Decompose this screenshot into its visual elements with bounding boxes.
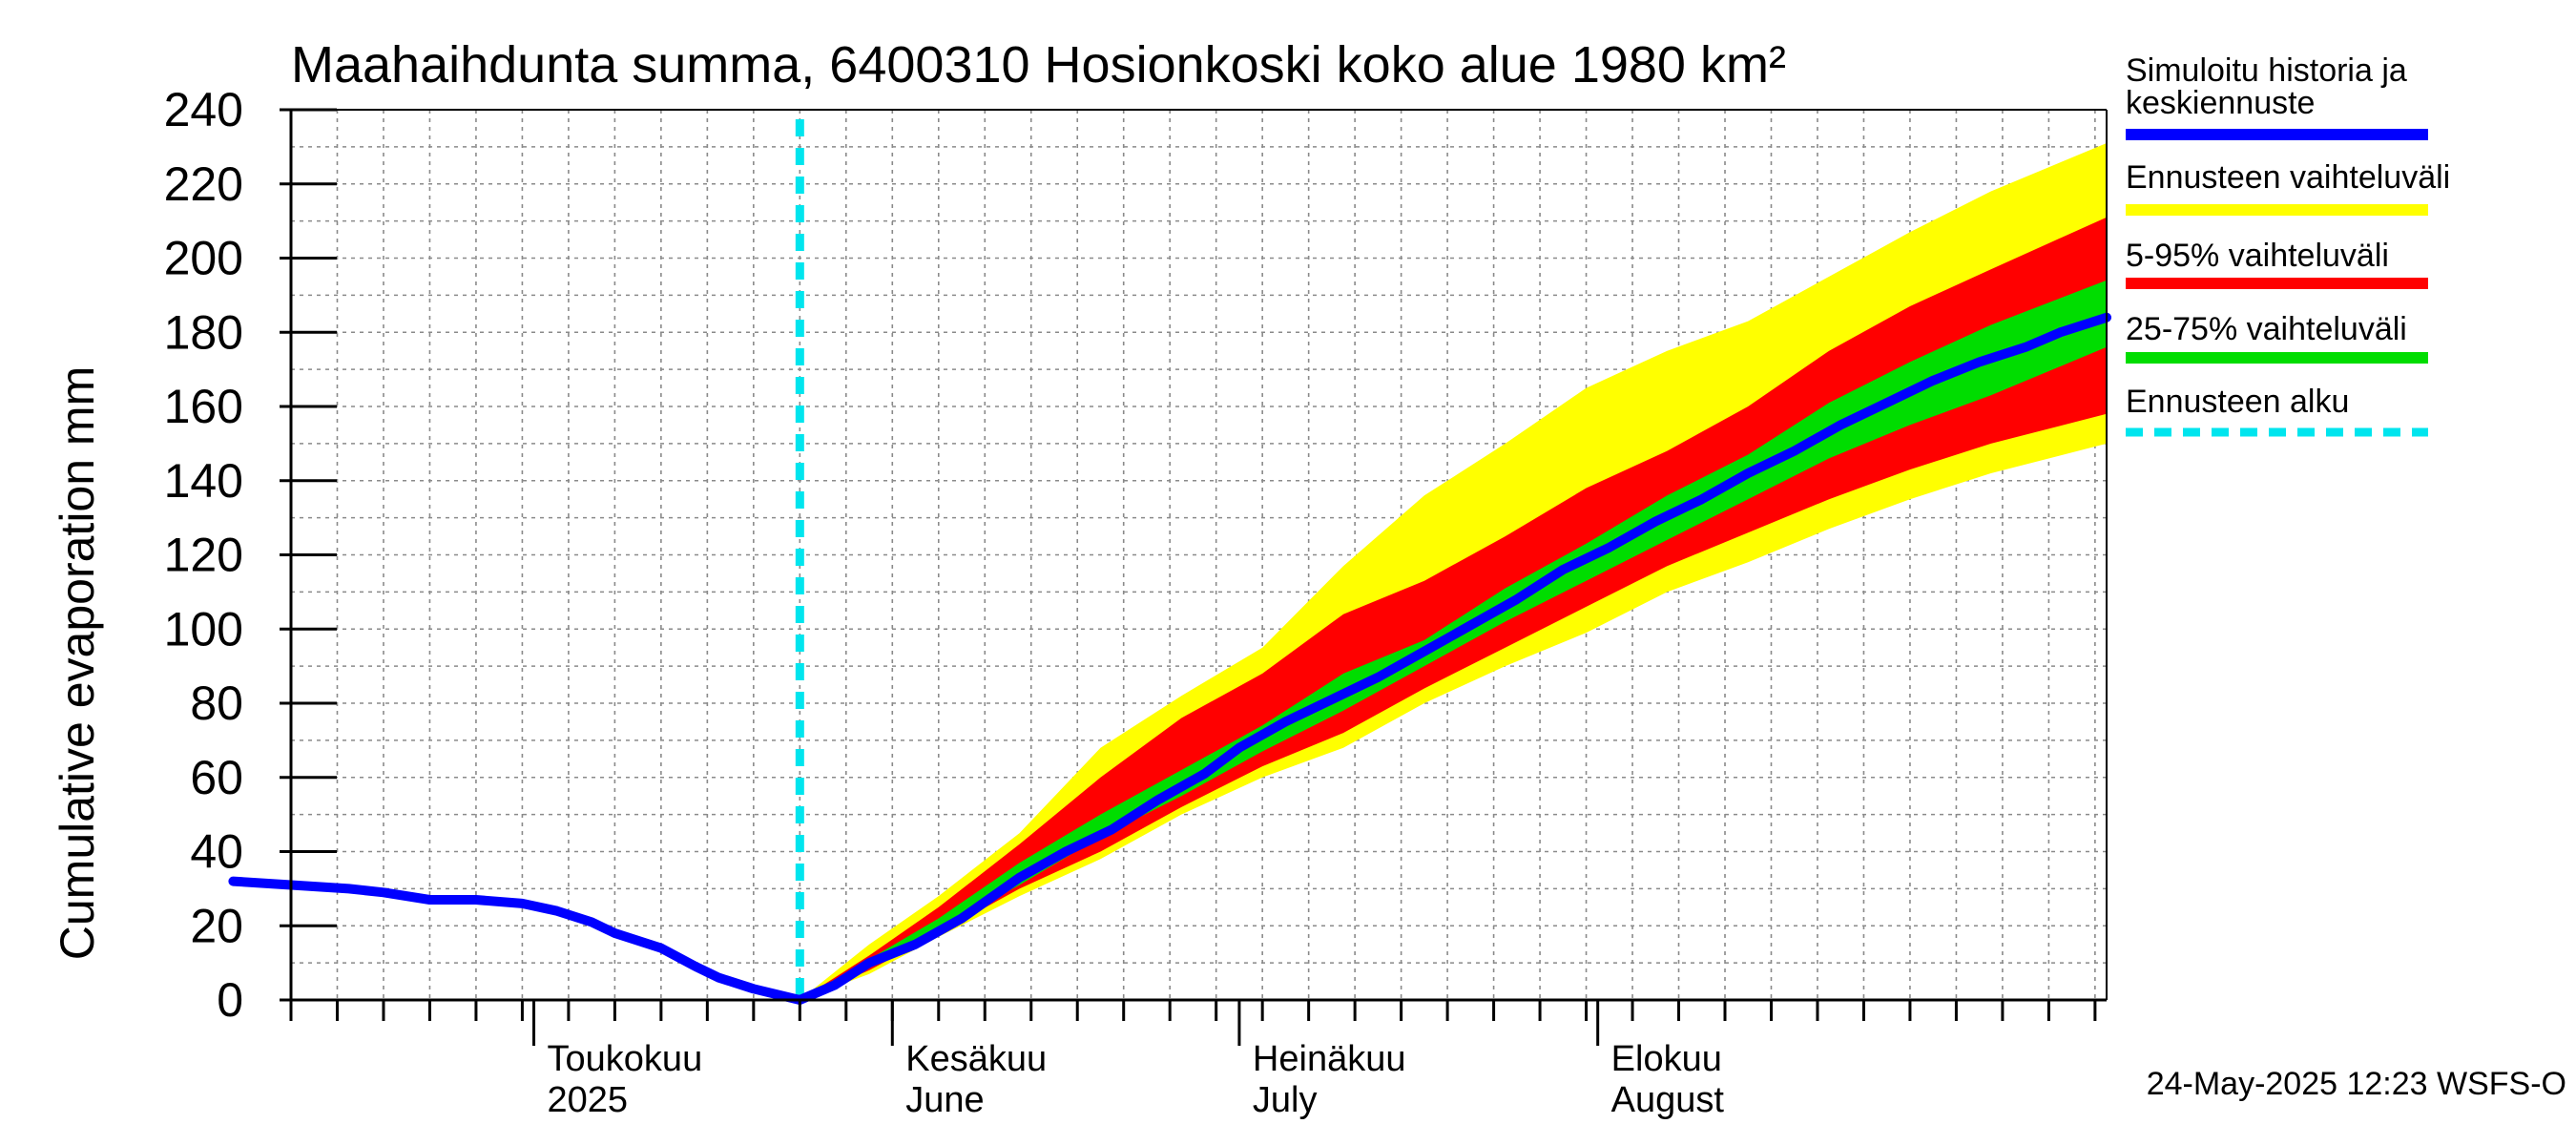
x-month-sublabel: 2025 bbox=[548, 1080, 629, 1120]
x-month-label: Elokuu bbox=[1611, 1039, 1722, 1079]
forecast-bands bbox=[800, 143, 2107, 1000]
series-lines bbox=[228, 119, 2111, 1005]
legend-label-history-line2: keskiennuste bbox=[2126, 85, 2315, 121]
legend: Simuloitu historia ja keskiennuste Ennus… bbox=[2126, 52, 2450, 437]
legend-label-5-95: 5-95% vaihteluväli bbox=[2126, 238, 2389, 274]
series-line-median bbox=[228, 312, 2111, 1005]
footer-timestamp: 24-May-2025 12:23 WSFS-O bbox=[2147, 1066, 2566, 1102]
y-tick-label: 140 bbox=[164, 454, 243, 508]
x-month-sublabel: August bbox=[1611, 1080, 1725, 1120]
grid bbox=[290, 109, 2107, 1001]
y-tick-label: 0 bbox=[217, 973, 243, 1027]
y-tick-label: 20 bbox=[190, 899, 243, 952]
y-tick-label: 80 bbox=[190, 677, 243, 730]
x-month-label: Toukokuu bbox=[548, 1039, 703, 1079]
chart-title: Maahaihdunta summa, 6400310 Hosionkoski … bbox=[291, 36, 1786, 94]
x-month-label: Kesäkuu bbox=[905, 1039, 1047, 1079]
axes: 0 20 40 60 80 100 120 140 160 180 200 220 240 Toukoku… bbox=[164, 83, 2108, 1120]
x-month-sublabel: July bbox=[1253, 1080, 1318, 1120]
y-axis-label: Cumulative evaporation mm bbox=[51, 366, 104, 961]
y-tick-label: 100 bbox=[164, 602, 243, 656]
y-tick-label: 220 bbox=[164, 157, 243, 211]
y-tick-label: 240 bbox=[164, 83, 243, 136]
y-tick-label: 120 bbox=[164, 529, 243, 582]
x-month-sublabel: June bbox=[905, 1080, 984, 1120]
legend-label-25-75: 25-75% vaihteluväli bbox=[2126, 311, 2407, 347]
x-month-label: Heinäkuu bbox=[1253, 1039, 1406, 1079]
y-tick-label: 200 bbox=[164, 232, 243, 285]
y-tick-label: 180 bbox=[164, 305, 243, 359]
y-tick-label: 60 bbox=[190, 751, 243, 804]
y-tick-label: 160 bbox=[164, 380, 243, 433]
legend-label-forecast-start: Ennusteen alku bbox=[2126, 384, 2349, 420]
legend-label-history-line1: Simuloitu historia ja bbox=[2126, 52, 2407, 89]
legend-label-range: Ennusteen vaihteluväli bbox=[2126, 159, 2450, 196]
y-tick-label: 40 bbox=[190, 825, 243, 879]
